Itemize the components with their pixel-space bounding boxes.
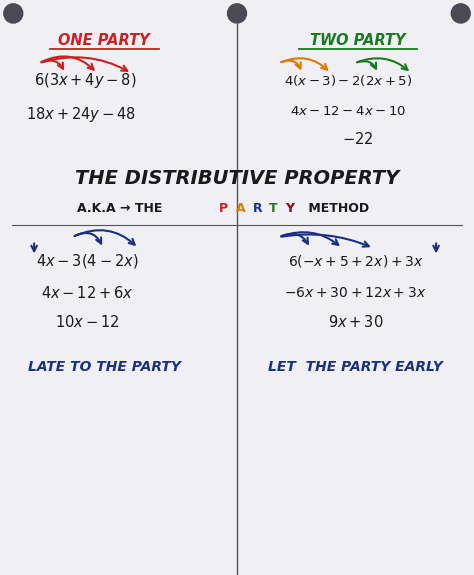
Text: THE DISTRIBUTIVE PROPERTY: THE DISTRIBUTIVE PROPERTY — [75, 168, 399, 188]
Text: LATE TO THE PARTY: LATE TO THE PARTY — [28, 359, 181, 374]
Text: R: R — [253, 202, 262, 215]
Text: $9x + 30$: $9x + 30$ — [328, 314, 383, 330]
Text: A.K.A → THE: A.K.A → THE — [77, 202, 166, 215]
Text: $6(3x + 4y - 8)$: $6(3x + 4y - 8)$ — [34, 71, 137, 90]
Text: Y: Y — [285, 202, 293, 215]
Text: P: P — [219, 202, 228, 215]
Text: METHOD: METHOD — [304, 202, 369, 215]
Circle shape — [228, 4, 246, 23]
Circle shape — [4, 4, 23, 23]
Text: $4(x-3)-2(2x+5)$: $4(x-3)-2(2x+5)$ — [284, 73, 412, 88]
Text: $4x - 12 + 6x$: $4x - 12 + 6x$ — [41, 285, 134, 301]
Text: A: A — [236, 202, 246, 215]
Text: $4x - 3(4 - 2x)$: $4x - 3(4 - 2x)$ — [36, 252, 139, 270]
Text: LET  THE PARTY EARLY: LET THE PARTY EARLY — [268, 359, 443, 374]
Circle shape — [451, 4, 470, 23]
Text: TWO PARTY: TWO PARTY — [310, 33, 406, 48]
Text: $-22$: $-22$ — [342, 131, 374, 147]
Text: $-6x+30+12x+3x$: $-6x+30+12x+3x$ — [284, 286, 427, 300]
Text: $4x-12-4x-10$: $4x-12-4x-10$ — [291, 105, 406, 118]
Text: $18x + 24y - 48$: $18x + 24y - 48$ — [26, 105, 136, 124]
Text: $6(-x+5+2x)+3x$: $6(-x+5+2x)+3x$ — [288, 253, 423, 269]
Text: ONE PARTY: ONE PARTY — [58, 33, 150, 48]
Text: T: T — [269, 202, 278, 215]
Text: $10x - 12$: $10x - 12$ — [55, 314, 120, 330]
